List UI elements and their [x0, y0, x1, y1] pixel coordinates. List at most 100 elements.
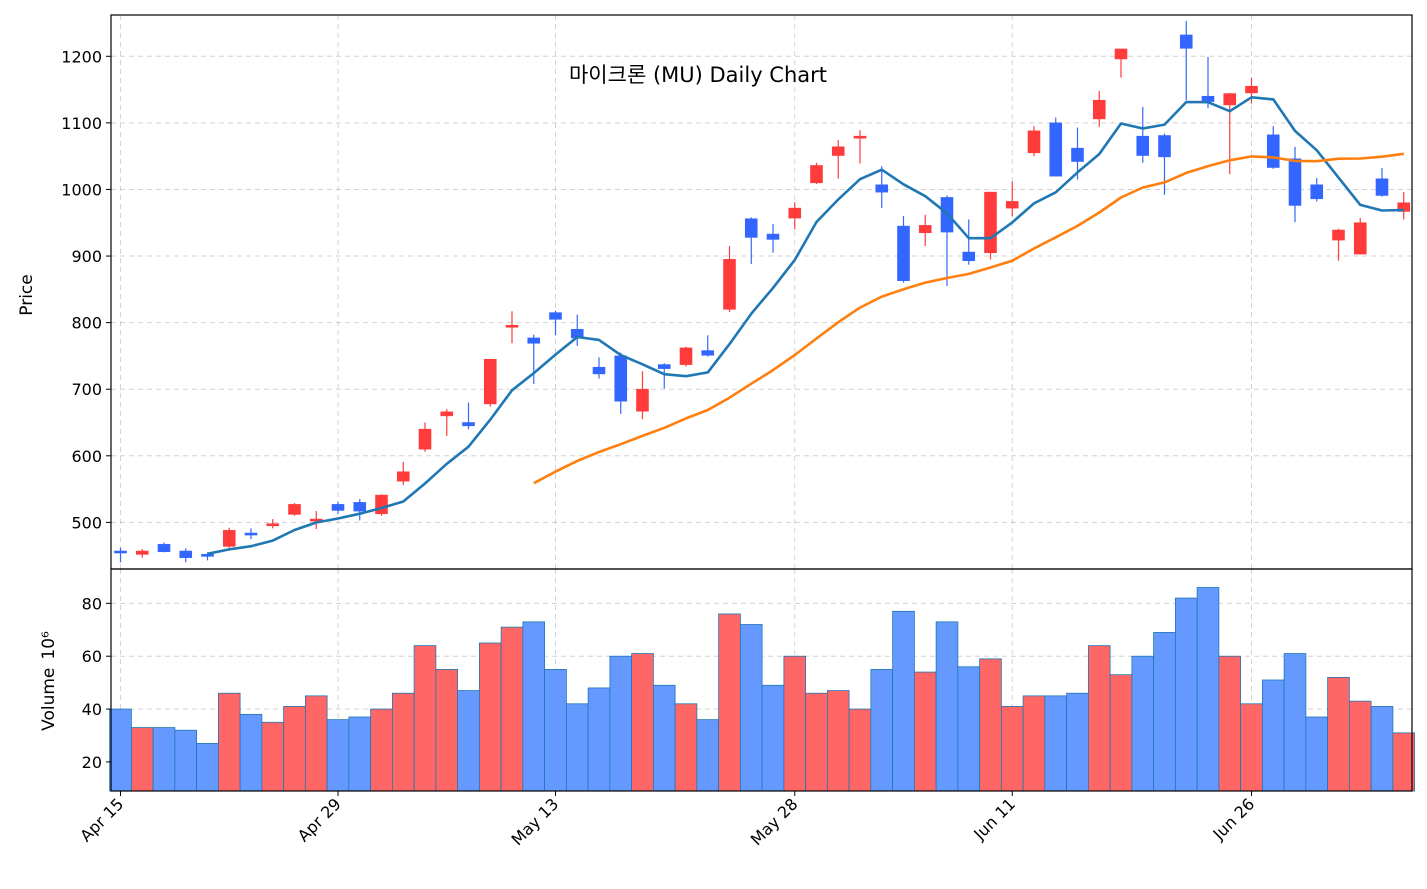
candle-body	[1332, 229, 1345, 241]
price-tick-label: 1100	[61, 114, 102, 133]
volume-bar	[435, 669, 459, 792]
volume-tick-label: 60	[82, 647, 102, 666]
candle-body	[831, 146, 845, 156]
candle-body	[244, 532, 258, 536]
price-panel-frame	[110, 14, 1413, 570]
volume-y-axis: 20 40 60 80	[82, 594, 111, 772]
candle-body	[1201, 95, 1215, 102]
x-axis: Apr 15 Apr 29 May 13 May 28 Jun 11 Jun 26	[76, 791, 1258, 849]
volume-bar	[957, 666, 981, 792]
volume-bar	[239, 713, 263, 792]
candle-body	[201, 554, 214, 557]
candle-body	[1158, 135, 1171, 158]
candle-body	[418, 428, 432, 450]
moving-average-line	[533, 152, 1404, 485]
volume-axis-label: Volume 10⁶	[39, 631, 59, 731]
volume-tick-label: 80	[82, 594, 102, 613]
x-tick-label: Apr 15	[76, 794, 127, 845]
volume-bar	[348, 716, 372, 792]
volume-bar	[522, 621, 546, 792]
candle-body	[396, 471, 410, 482]
candle-body	[114, 550, 127, 554]
volume-bar	[109, 708, 132, 792]
volume-bar	[544, 669, 567, 792]
x-tick-label: May 28	[747, 794, 802, 849]
candle-body	[1071, 147, 1084, 162]
volume-bar	[174, 729, 198, 792]
volume-bar	[1066, 692, 1089, 792]
candle-body	[984, 191, 997, 254]
volume-bar	[783, 655, 807, 792]
candle-body	[353, 502, 367, 512]
volume-bar	[718, 613, 741, 792]
candle-body	[1005, 201, 1019, 209]
candle-body	[1288, 158, 1302, 206]
volume-bar	[1392, 732, 1416, 792]
volume-bar	[1305, 716, 1329, 792]
candle-body	[1353, 222, 1367, 255]
candle-body	[1027, 130, 1041, 154]
volume-bar	[805, 692, 828, 792]
volume-bar	[631, 653, 654, 792]
candle-body	[483, 358, 497, 405]
price-tick-label: 1000	[61, 180, 102, 199]
volume-bar	[761, 684, 785, 792]
volume-bar	[1174, 597, 1198, 792]
candle-body	[679, 347, 693, 365]
volume-multiplier: 10⁶	[39, 631, 59, 660]
volume-bar	[391, 692, 415, 792]
volume-bar	[696, 719, 720, 792]
volume-bar	[609, 655, 633, 792]
candle-body	[1397, 202, 1411, 212]
candle-body	[810, 165, 823, 184]
x-tick-label: May 13	[508, 794, 563, 849]
volume-bar	[979, 658, 1002, 792]
x-tick-label: Apr 29	[294, 794, 345, 845]
price-tick-label: 1200	[61, 47, 102, 66]
volume-bar	[1348, 700, 1372, 792]
volume-tick-label: 20	[82, 753, 102, 772]
volume-bar	[739, 624, 763, 792]
volume-label-text: Volume	[39, 668, 59, 731]
price-y-axis: 500 600 700 800 900 1000 1100 1200	[61, 47, 111, 532]
volume-bars	[109, 587, 1416, 792]
volume-bar	[935, 621, 959, 792]
price-tick-label: 500	[71, 513, 102, 532]
candle-body	[222, 530, 236, 547]
candle-body	[1136, 135, 1150, 156]
volume-bar	[457, 690, 480, 792]
volume-bar	[826, 690, 850, 792]
candle-body	[505, 324, 519, 328]
x-tick-label: Jun 26	[1209, 794, 1259, 844]
volume-bar	[1196, 587, 1220, 792]
volume-bar	[1109, 674, 1133, 792]
volume-bar	[1087, 645, 1111, 792]
candle-body	[549, 312, 562, 320]
candle-body	[766, 233, 780, 240]
volume-bar	[1370, 706, 1394, 792]
candle-body	[723, 259, 736, 310]
volume-bar	[1153, 632, 1176, 792]
volume-bar	[1240, 703, 1263, 792]
candle-body	[1245, 85, 1258, 94]
volume-bar	[848, 708, 872, 792]
candle-body	[853, 135, 867, 139]
volume-bar	[1218, 655, 1242, 792]
candle-body	[135, 550, 149, 555]
volume-bar	[913, 671, 937, 792]
candlesticks	[114, 20, 1411, 563]
volume-bar	[1022, 695, 1046, 792]
volume-tick-label: 40	[82, 700, 102, 719]
candle-body	[309, 518, 323, 522]
candle-body	[1310, 184, 1324, 200]
price-grid	[111, 15, 1412, 569]
volume-bar	[283, 706, 306, 792]
candle-body	[1049, 122, 1063, 177]
candle-body	[1179, 34, 1193, 49]
candle-body	[375, 494, 388, 515]
volume-bar	[152, 727, 176, 792]
candle-body	[657, 364, 671, 369]
candle-body	[266, 523, 280, 527]
volume-bar	[870, 669, 894, 792]
candle-body	[918, 225, 932, 234]
